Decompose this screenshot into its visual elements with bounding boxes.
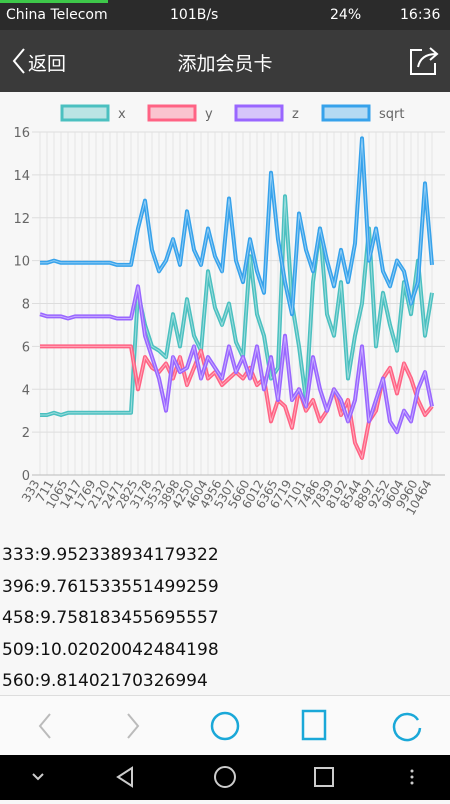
system-nav-icons	[32, 766, 414, 788]
dot	[410, 781, 414, 785]
legend-swatch	[234, 104, 284, 122]
y-tick-label: 8	[22, 298, 30, 313]
carrier: China Telecom	[6, 7, 108, 23]
home-button[interactable]	[210, 711, 240, 741]
legend-swatch	[60, 104, 110, 122]
net-speed: 101B/s	[170, 7, 219, 23]
result-line: 560:9.81402170326994	[2, 671, 208, 691]
legend-label: z	[292, 107, 299, 122]
back[interactable]: 返回	[28, 53, 67, 75]
legend-label: x	[118, 107, 126, 122]
result-line: 396:9.761533551499259	[2, 576, 219, 597]
y-tick-label: 12	[13, 212, 30, 227]
share-icon[interactable]	[408, 45, 440, 77]
dot	[410, 769, 414, 773]
legend-swatch	[321, 104, 371, 122]
nav-bar: 返回 添加会员卡	[0, 30, 450, 92]
result-line: 458:9.758183455695557	[2, 608, 219, 628]
y-tick-label: 14	[13, 169, 30, 184]
legend-swatch	[147, 104, 197, 122]
legend-label: y	[205, 107, 213, 122]
browser-toolbar	[0, 695, 450, 756]
series-line-highlight	[40, 138, 433, 315]
result-line: 333:9.952338934179322	[2, 545, 219, 565]
series-line	[39, 284, 434, 435]
y-tick-label: 10	[13, 255, 30, 270]
back-icon	[12, 48, 25, 74]
legend-label: sqrt	[379, 107, 404, 122]
y-tick-label: 0	[22, 469, 30, 484]
sys-home[interactable]	[214, 766, 236, 788]
status-bar: China Telecom 101B/s 24% 16:36	[0, 0, 450, 30]
chart: x y z sqrt024681012141633371110651417176921…	[13, 104, 445, 518]
y-tick-label: 2	[22, 426, 30, 441]
time: 16:36	[400, 7, 441, 23]
y-tick-label: 16	[13, 126, 30, 141]
toolbar-icons	[38, 709, 422, 742]
y-tick-label: 6	[22, 340, 30, 355]
menu-down[interactable]	[32, 773, 44, 781]
result-line: 509:10.02020042484198	[2, 639, 219, 660]
result-list: 333:9.952338934179322 396:9.7615335514992…	[0, 540, 450, 698]
sys-recent[interactable]	[314, 767, 334, 787]
series-line-highlight	[39, 286, 433, 434]
y-tick-label: 4	[22, 383, 30, 398]
sys-back[interactable]	[116, 766, 133, 788]
title: 添加会员卡	[177, 53, 273, 75]
system-nav	[0, 755, 450, 800]
battery: 24%	[330, 7, 362, 23]
progress	[0, 0, 108, 3]
forward-button[interactable]	[127, 713, 140, 739]
refresh-button[interactable]	[392, 712, 422, 742]
series-line	[40, 136, 434, 317]
back-button[interactable]	[38, 713, 51, 739]
bookmark-button[interactable]	[301, 709, 327, 741]
dot	[410, 775, 414, 779]
